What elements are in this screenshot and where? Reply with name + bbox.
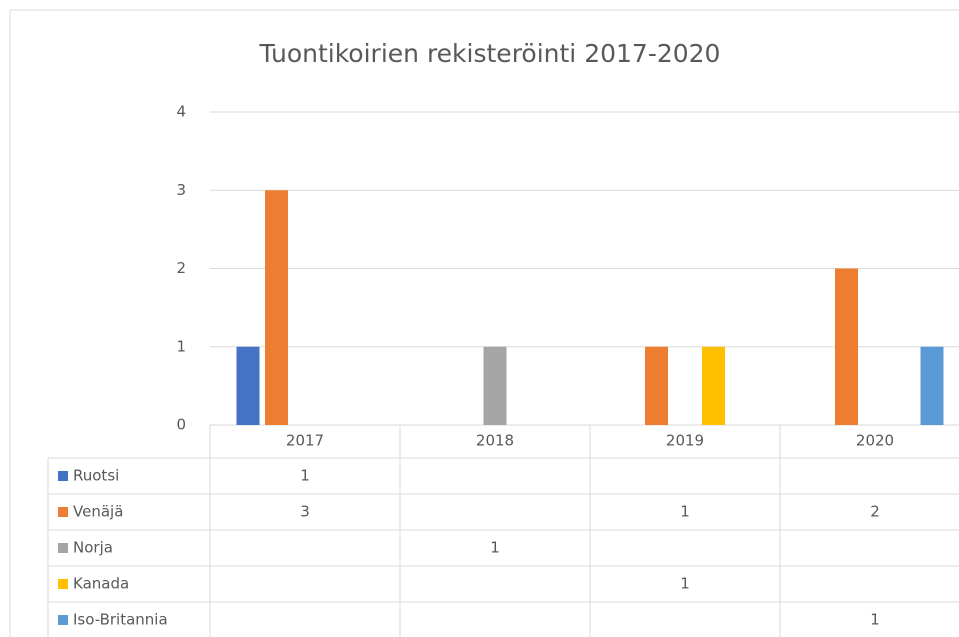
bar <box>483 346 507 425</box>
bar <box>645 346 668 425</box>
y-tick-label: 4 <box>176 103 186 121</box>
x-tick-label: 2017 <box>286 432 324 450</box>
table-value: 2 <box>870 503 880 521</box>
bar <box>835 268 858 425</box>
legend-key <box>58 471 68 481</box>
y-tick-label: 2 <box>176 259 186 277</box>
bar <box>702 346 725 425</box>
table-value: 1 <box>680 575 690 593</box>
bar <box>265 190 288 425</box>
y-tick-label: 3 <box>176 181 186 199</box>
table-value: 1 <box>300 467 310 485</box>
legend-label: Iso-Britannia <box>73 611 168 629</box>
chart-title: Tuontikoirien rekisteröinti 2017-2020 <box>259 39 721 68</box>
legend-key <box>58 579 68 589</box>
legend-key <box>58 507 68 517</box>
legend-label: Ruotsi <box>73 467 119 485</box>
legend-key <box>58 615 68 625</box>
legend-label: Norja <box>73 539 113 557</box>
table-value: 1 <box>490 539 500 557</box>
legend-label: Venäjä <box>73 503 123 521</box>
legend-label: Kanada <box>73 575 129 593</box>
bar <box>920 346 944 425</box>
x-tick-label: 2020 <box>856 432 894 450</box>
table-value: 1 <box>680 503 690 521</box>
y-tick-label: 0 <box>176 416 186 434</box>
y-tick-label: 1 <box>176 337 186 355</box>
legend-key <box>58 543 68 553</box>
table-value: 3 <box>300 503 310 521</box>
x-tick-label: 2018 <box>476 432 514 450</box>
bar <box>236 346 260 425</box>
x-tick-label: 2019 <box>666 432 704 450</box>
table-value: 1 <box>870 611 880 629</box>
